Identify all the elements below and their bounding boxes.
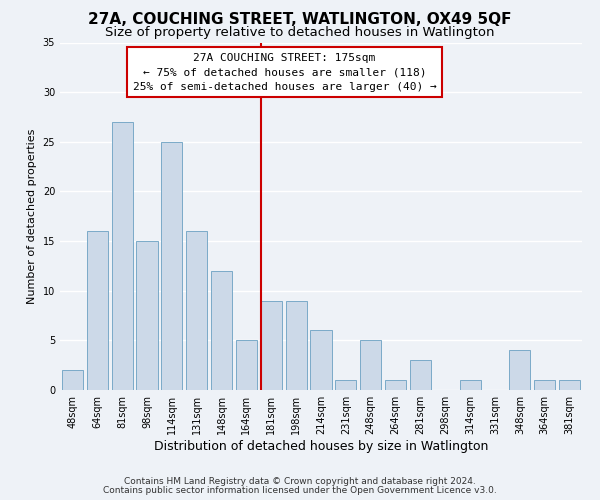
- Bar: [186, 231, 207, 390]
- Bar: [385, 380, 406, 390]
- Y-axis label: Number of detached properties: Number of detached properties: [27, 128, 37, 304]
- Bar: [161, 142, 182, 390]
- Bar: [559, 380, 580, 390]
- Bar: [335, 380, 356, 390]
- Bar: [534, 380, 555, 390]
- Bar: [286, 300, 307, 390]
- Bar: [87, 231, 108, 390]
- Bar: [112, 122, 133, 390]
- Text: Size of property relative to detached houses in Watlington: Size of property relative to detached ho…: [105, 26, 495, 39]
- Text: Contains public sector information licensed under the Open Government Licence v3: Contains public sector information licen…: [103, 486, 497, 495]
- Bar: [261, 300, 282, 390]
- Bar: [460, 380, 481, 390]
- Text: Contains HM Land Registry data © Crown copyright and database right 2024.: Contains HM Land Registry data © Crown c…: [124, 477, 476, 486]
- Bar: [236, 340, 257, 390]
- Bar: [360, 340, 381, 390]
- Bar: [509, 350, 530, 390]
- Bar: [62, 370, 83, 390]
- Bar: [310, 330, 332, 390]
- Text: 27A, COUCHING STREET, WATLINGTON, OX49 5QF: 27A, COUCHING STREET, WATLINGTON, OX49 5…: [88, 12, 512, 28]
- X-axis label: Distribution of detached houses by size in Watlington: Distribution of detached houses by size …: [154, 440, 488, 452]
- Bar: [211, 271, 232, 390]
- Bar: [136, 241, 158, 390]
- Bar: [410, 360, 431, 390]
- Text: 27A COUCHING STREET: 175sqm
← 75% of detached houses are smaller (118)
25% of se: 27A COUCHING STREET: 175sqm ← 75% of det…: [133, 53, 436, 92]
